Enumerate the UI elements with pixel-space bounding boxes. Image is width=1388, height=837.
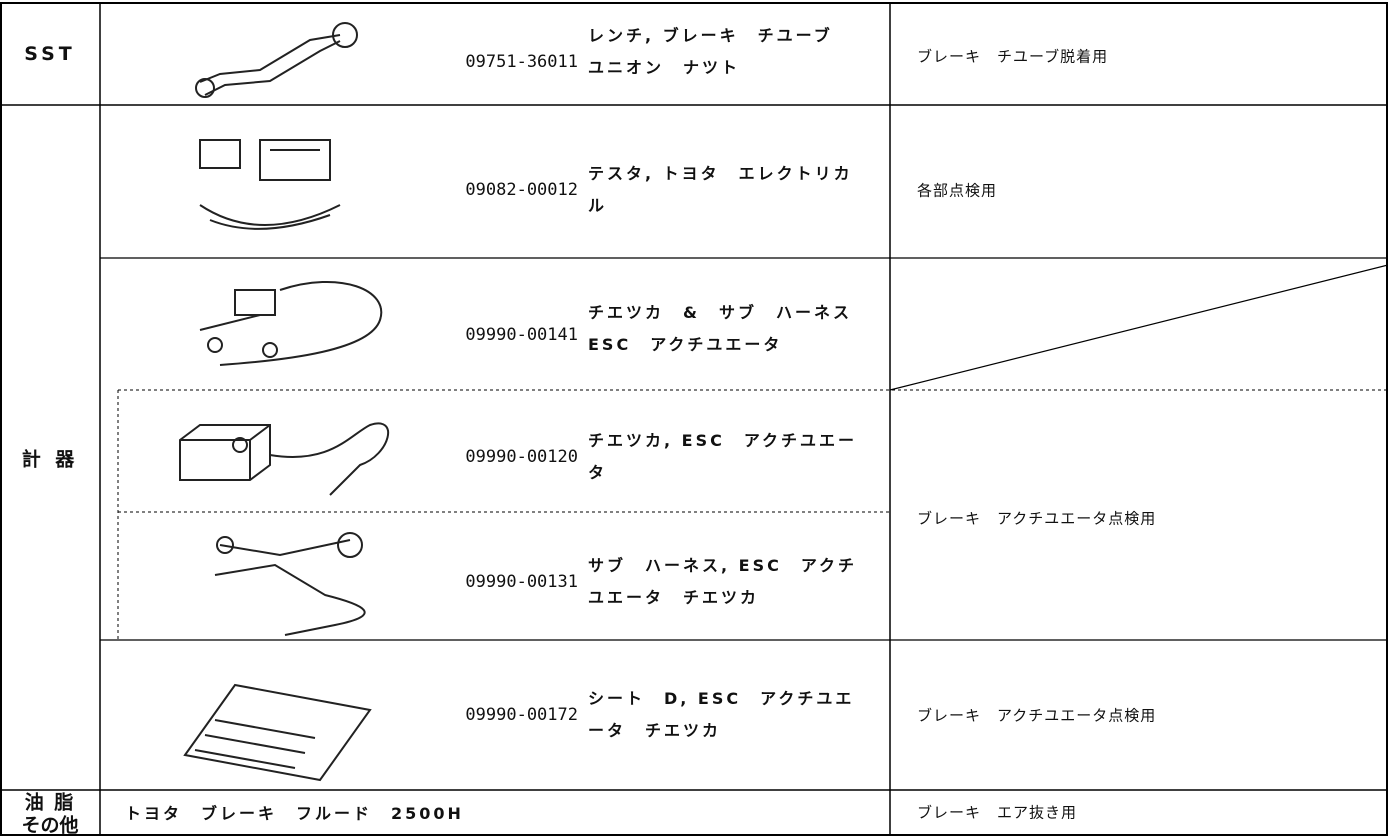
usage: ブレーキ アクチユエータ点検用 bbox=[917, 706, 1157, 725]
part-number: 09990-00131 bbox=[465, 572, 578, 592]
part-number: 09082-00012 bbox=[465, 180, 578, 200]
category-label: 油 脂 bbox=[24, 791, 76, 814]
usage: ブレーキ チユーブ脱着用 bbox=[917, 47, 1109, 66]
part-number: 09990-00172 bbox=[465, 705, 578, 725]
tool-name: ユニオン ナツト bbox=[588, 58, 741, 77]
usage: ブレーキ エア抜き用 bbox=[917, 803, 1078, 822]
tool-icons bbox=[179, 22, 389, 782]
tool-name: ータ チエツカ bbox=[588, 721, 722, 740]
part-number: 09751-36011 bbox=[465, 52, 578, 72]
category-label: 計 器 bbox=[21, 448, 79, 471]
tool-name: トヨタ ブレーキ フルード 2500H bbox=[125, 804, 464, 823]
tool-name: ESC アクチユエータ bbox=[588, 335, 783, 354]
usage: ブレーキ アクチユエータ点検用 bbox=[917, 509, 1157, 528]
category-label: その他 bbox=[21, 814, 79, 837]
usage: 各部点検用 bbox=[917, 181, 998, 200]
tool-name: テスタ, トヨタ エレクトリカ bbox=[588, 164, 853, 183]
tool-name: チエツカ, ESC アクチユエー bbox=[588, 431, 858, 450]
tool-name: ル bbox=[588, 196, 608, 215]
tool-name: ユエータ チエツカ bbox=[588, 588, 760, 607]
tool-name: レンチ, ブレーキ チユーブ bbox=[588, 26, 833, 45]
tool-name: シート D, ESC アクチユエ bbox=[588, 689, 855, 708]
category-label: SST bbox=[24, 43, 76, 65]
part-number: 09990-00141 bbox=[465, 325, 578, 345]
tool-name: サブ ハーネス, ESC アクチ bbox=[588, 556, 858, 575]
tool-name: チエツカ & サブ ハーネス bbox=[588, 303, 852, 322]
tool-name: タ bbox=[588, 463, 608, 482]
part-number: 09990-00120 bbox=[465, 447, 578, 467]
